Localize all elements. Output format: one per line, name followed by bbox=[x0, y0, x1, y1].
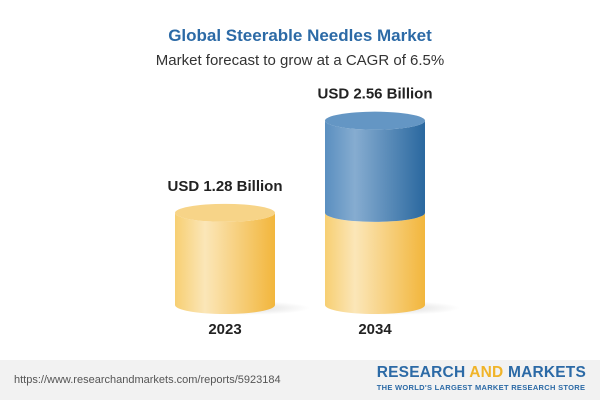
cylinder-growth-segment bbox=[325, 120, 425, 222]
chart-title: Global Steerable Needles Market bbox=[168, 26, 432, 45]
data-label: USD 2.56 Billion bbox=[317, 86, 432, 103]
logo-text: RESEARCH bbox=[376, 364, 470, 381]
chart-subtitle: Market forecast to grow at a CAGR of 6.5… bbox=[155, 52, 445, 69]
logo-text-markets: MARKETS bbox=[503, 364, 586, 381]
footer-bar bbox=[0, 360, 600, 400]
cylinder-top bbox=[325, 111, 425, 130]
logo-text-and: AND bbox=[469, 364, 504, 381]
cylinder-top bbox=[175, 203, 275, 222]
category-label: 2023 bbox=[208, 321, 241, 338]
data-label: USD 1.28 Billion bbox=[167, 178, 282, 195]
category-label: 2034 bbox=[358, 321, 392, 338]
logo-tagline: THE WORLD'S LARGEST MARKET RESEARCH STOR… bbox=[376, 383, 586, 392]
cylinder-base-segment bbox=[325, 212, 425, 314]
cylinder-base-segment bbox=[175, 212, 275, 314]
report-url[interactable]: https://www.researchandmarkets.com/repor… bbox=[14, 374, 281, 386]
research-and-markets-logo: RESEARCH AND MARKETS THE WORLD'S LARGEST… bbox=[377, 364, 586, 392]
cylinder-chart: USD 1.28 Billion 2023 USD 2.56 Billion 2034 bbox=[167, 86, 460, 338]
